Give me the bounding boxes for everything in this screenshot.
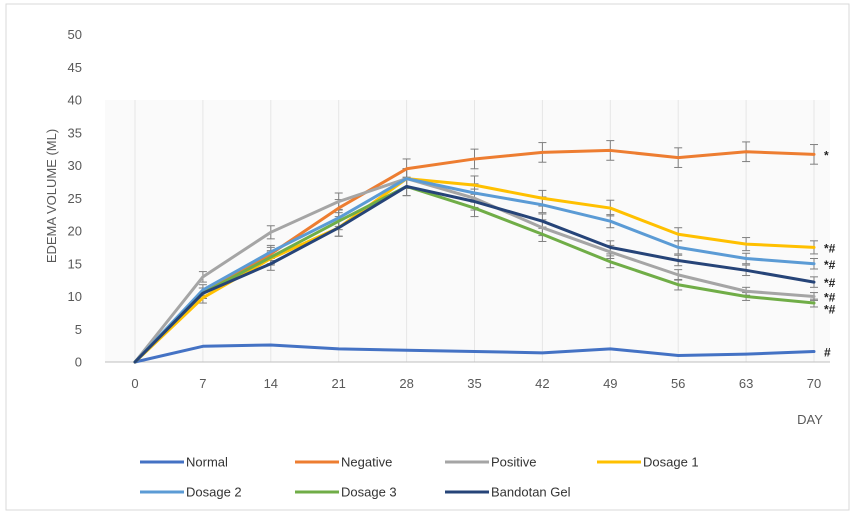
- y-tick-label-0: 0: [75, 355, 82, 370]
- x-axis-title: DAY: [797, 412, 823, 427]
- plot-area-background: [105, 20, 830, 362]
- legend-label-positive: Positive: [491, 455, 537, 470]
- x-tick-label-70: 70: [807, 376, 821, 391]
- legend-label-bandotan-gel: Bandotan Gel: [491, 485, 571, 500]
- y-tick-label-40: 40: [68, 93, 82, 108]
- x-tick-label-21: 21: [331, 376, 345, 391]
- x-tick-label-0: 0: [131, 376, 138, 391]
- legend-item-dosage-3: Dosage 3: [295, 485, 397, 500]
- y-axis-title: EDEMA VOLUME (ML): [44, 129, 59, 263]
- y-tick-label-30: 30: [68, 158, 82, 173]
- annotation-positive: *#: [824, 291, 836, 305]
- plot-inner-area: [105, 100, 830, 362]
- annotation-negative: *: [824, 148, 829, 162]
- annotation-dosage-1: *#: [824, 241, 836, 255]
- y-tick-label-20: 20: [68, 224, 82, 239]
- legend: Normal Negative Positive Dosage 1 Dosage 2 Do…: [140, 455, 699, 500]
- x-tick-label-56: 56: [671, 376, 685, 391]
- series-line-normal: [133, 343, 816, 364]
- plot-top-band: [105, 20, 830, 100]
- x-tick-label-63: 63: [739, 376, 753, 391]
- legend-item-positive: Positive: [445, 455, 537, 470]
- legend-label-normal: Normal: [186, 455, 228, 470]
- legend-item-dosage-2: Dosage 2: [140, 485, 242, 500]
- x-tick-label-28: 28: [399, 376, 413, 391]
- y-tick-labels: 0 5 10 15 20 25 30 35 40 45 50: [68, 27, 82, 370]
- x-tick-label-42: 42: [535, 376, 549, 391]
- legend-label-dosage-2: Dosage 2: [186, 485, 242, 500]
- annotation-dosage-2: *#: [824, 258, 836, 272]
- legend-label-negative: Negative: [341, 455, 392, 470]
- series-line-negative: [133, 148, 816, 364]
- y-tick-label-35: 35: [68, 125, 82, 140]
- legend-item-dosage-1: Dosage 1: [597, 455, 699, 470]
- y-tick-label-15: 15: [68, 256, 82, 271]
- series-line-dosage-3: [133, 184, 816, 364]
- chart-border: [5, 3, 850, 511]
- legend-label-dosage-3: Dosage 3: [341, 485, 397, 500]
- x-tick-label-35: 35: [467, 376, 481, 391]
- y-tick-label-5: 5: [75, 322, 82, 337]
- y-tick-label-10: 10: [68, 289, 82, 304]
- y-tick-label-45: 45: [68, 60, 82, 75]
- series-line-dosage-2: [133, 177, 816, 364]
- x-tick-label-49: 49: [603, 376, 617, 391]
- y-tick-label-25: 25: [68, 191, 82, 206]
- series-line-bandotan-gel: [133, 184, 816, 364]
- legend-item-normal: Normal: [140, 455, 228, 470]
- annotation-normal: #: [824, 346, 831, 360]
- x-tick-label-14: 14: [264, 376, 278, 391]
- series-line-dosage-1: [133, 177, 816, 364]
- y-tick-label-50: 50: [68, 27, 82, 42]
- legend-label-dosage-1: Dosage 1: [643, 455, 699, 470]
- legend-item-negative: Negative: [295, 455, 392, 470]
- series-line-positive: [133, 177, 816, 364]
- annotation-bandotan-gel: *#: [824, 276, 836, 290]
- significance-annotations: **#*#*#*#*##: [824, 148, 836, 359]
- annotation-dosage-3: *#: [824, 303, 836, 317]
- series-lines: [133, 148, 816, 364]
- legend-item-bandotan-gel: Bandotan Gel: [445, 485, 571, 500]
- x-tick-label-7: 7: [199, 376, 206, 391]
- x-tick-labels: 0 7 14 21 28 35 42 49 56 63 70: [131, 376, 821, 391]
